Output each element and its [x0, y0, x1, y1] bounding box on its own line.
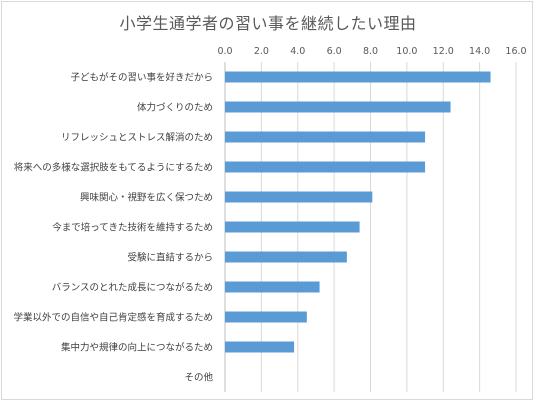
category-label: 興味関心・視野を広く保つため — [80, 192, 213, 204]
bar — [225, 281, 320, 293]
x-tick-label: 16.0 — [505, 46, 526, 57]
category-label: 体力づくりのため — [137, 102, 213, 114]
category-label: バランスのとれた成長につながるため — [52, 282, 213, 294]
bar — [225, 341, 295, 353]
category-label: リフレッシュとストレス解消のため — [61, 132, 213, 144]
bar — [225, 101, 451, 113]
bar — [225, 131, 426, 143]
category-label: 子どもがその習い事を好きだから — [70, 72, 213, 84]
category-label: 集中力や規律の向上につながるため — [61, 342, 213, 354]
category-label: 今まで培ってきた技術を維持するため — [52, 222, 213, 234]
category-label: その他 — [184, 372, 213, 384]
bar — [225, 251, 347, 263]
bar — [225, 191, 373, 203]
x-tick-label: 0.0 — [217, 46, 232, 57]
chart-title: 小学生通学者の習い事を継続したい理由 — [119, 14, 417, 33]
x-tick-label: 6.0 — [327, 46, 342, 57]
category-label: 学業以外での自信や自己肯定感を育成するため — [13, 312, 213, 324]
x-tick-label: 14.0 — [469, 46, 490, 57]
x-tick-label: 10.0 — [396, 46, 417, 57]
category-label: 受験に直結するから — [127, 252, 213, 264]
bar — [225, 71, 491, 83]
x-tick-label: 2.0 — [254, 46, 269, 57]
bar — [225, 221, 360, 233]
bar — [225, 161, 426, 173]
x-tick-label: 12.0 — [433, 46, 454, 57]
x-tick-label: 4.0 — [290, 46, 305, 57]
category-label: 将来への多様な選択肢をもてるようにするため — [14, 162, 213, 174]
x-tick-label: 8.0 — [363, 46, 378, 57]
bar — [225, 311, 307, 323]
